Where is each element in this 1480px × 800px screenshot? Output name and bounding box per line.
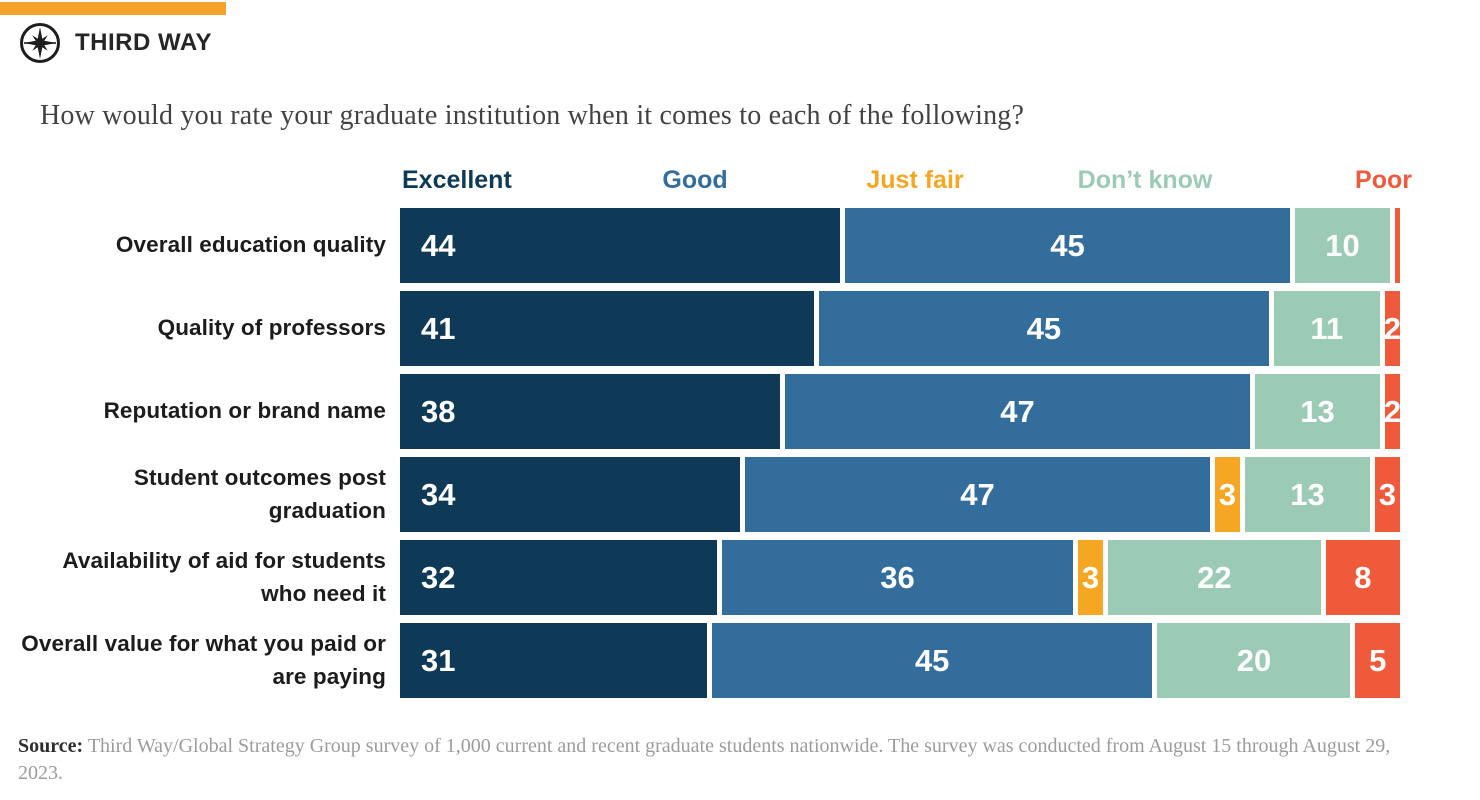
- segment-don-t-know: 13: [1245, 457, 1370, 532]
- value-label: 45: [914, 642, 950, 678]
- segment-excellent: 31: [400, 623, 707, 698]
- value-label: 36: [880, 559, 915, 595]
- segment-don-t-know: 11: [1273, 291, 1380, 366]
- segment-excellent: 34: [400, 457, 740, 532]
- value-label: 11: [1310, 310, 1344, 346]
- segment-good: 36: [721, 540, 1074, 615]
- source-text: Third Way/Global Strategy Group survey o…: [18, 735, 1391, 784]
- value-label: 45: [1050, 227, 1085, 263]
- segment-excellent: 41: [400, 291, 815, 366]
- chart-row-availability-of-aid-for-students-who-need-it: Availability of aid for students who nee…: [0, 540, 1480, 615]
- category-label: Availability of aid for students who nee…: [62, 547, 386, 606]
- category-label: Quality of professors: [157, 315, 386, 341]
- source-label: Source:: [18, 735, 84, 757]
- value-label: 5: [1369, 642, 1387, 678]
- segment-don-t-know: 10: [1295, 208, 1390, 283]
- segment-poor: 3: [1375, 457, 1400, 532]
- value-label: 2: [1383, 393, 1402, 429]
- legend-good: Good: [662, 166, 728, 194]
- bar-stack: 44 45 10: [400, 208, 1400, 283]
- segment-poor: [1395, 208, 1400, 283]
- value-label: 3: [1081, 559, 1100, 595]
- value-label: 38: [421, 393, 456, 429]
- value-label: 34: [421, 476, 456, 512]
- bar-stack: 41 45 11 2: [400, 291, 1402, 366]
- category-label: Reputation or brand name: [103, 398, 386, 424]
- segment-just-fair: 3: [1078, 540, 1103, 615]
- value-label: 41: [421, 310, 456, 346]
- bar-stack: 32 36 3 22 8: [400, 540, 1400, 615]
- value-label: 13: [1300, 393, 1335, 429]
- chart-title: How would you rate your graduate institu…: [40, 100, 1025, 131]
- segment-excellent: 32: [400, 540, 717, 615]
- value-label: 13: [1290, 476, 1325, 512]
- chart-row-overall-education-quality: Overall education quality 44 45 10: [0, 208, 1480, 283]
- segment-poor: 8: [1325, 540, 1400, 615]
- compass-logo-icon: [20, 23, 60, 63]
- value-label: 3: [1218, 476, 1237, 512]
- value-label: 10: [1325, 227, 1360, 263]
- chart-row-reputation-or-brand-name: Reputation or brand name 38 47 13 2: [0, 374, 1480, 449]
- legend-excellent: Excellent: [402, 166, 512, 194]
- category-label: Student outcomes post graduation: [133, 464, 386, 523]
- bar-stack: 38 47 13 2: [400, 374, 1402, 449]
- category-label: Overall education quality: [115, 232, 386, 258]
- segment-don-t-know: 22: [1107, 540, 1321, 615]
- value-label: 47: [960, 476, 995, 512]
- category-label: Overall value for what you paid or are p…: [21, 630, 386, 689]
- segment-just-fair: 3: [1215, 457, 1240, 532]
- stacked-bar-chart: Overall education quality 44 45 10 Quality o…: [0, 208, 1480, 706]
- brand-name: THIRD WAY: [75, 29, 212, 56]
- legend-don-t-know: Don’t know: [1077, 166, 1213, 194]
- legend-just-fair: Just fair: [866, 166, 964, 194]
- value-label: 47: [1000, 393, 1035, 429]
- value-label: 45: [1026, 310, 1062, 346]
- source-note: Source: Third Way/Global Strategy Group …: [18, 733, 1438, 786]
- segment-excellent: 38: [400, 374, 780, 449]
- segment-don-t-know: 20: [1157, 623, 1351, 698]
- chart-row-overall-value-for-what-you-paid-or-are-paying: Overall value for what you paid or are p…: [0, 623, 1480, 698]
- value-label: 22: [1197, 559, 1232, 595]
- brand-accent-bar: [0, 2, 226, 15]
- brand-header: THIRD WAY: [18, 21, 212, 65]
- chart-row-student-outcomes-post-graduation: Student outcomes post graduation 34 47 3 13 3: [0, 457, 1480, 532]
- segment-good: 45: [711, 623, 1153, 698]
- value-label: 3: [1378, 476, 1397, 512]
- value-label: 32: [421, 559, 456, 595]
- segment-poor: 2: [1383, 374, 1402, 449]
- segment-excellent: 44: [400, 208, 840, 283]
- value-label: 8: [1354, 559, 1372, 595]
- chart-legend: Excellent Good Just fair Don’t know Poor: [400, 166, 1412, 196]
- segment-good: 47: [745, 457, 1210, 532]
- bar-stack: 31 45 20 5: [400, 623, 1400, 698]
- segment-don-t-know: 13: [1255, 374, 1380, 449]
- segment-poor: 5: [1355, 623, 1400, 698]
- value-label: 31: [421, 642, 456, 678]
- value-label: 44: [421, 227, 456, 263]
- segment-good: 47: [785, 374, 1250, 449]
- value-label: 2: [1383, 310, 1402, 346]
- legend-poor: Poor: [1355, 166, 1412, 194]
- segment-good: 45: [819, 291, 1269, 366]
- segment-poor: 2: [1383, 291, 1402, 366]
- bar-stack: 34 47 3 13 3: [400, 457, 1400, 532]
- chart-row-quality-of-professors: Quality of professors 41 45 11 2: [0, 291, 1480, 366]
- segment-good: 45: [845, 208, 1290, 283]
- value-label: 20: [1236, 642, 1272, 678]
